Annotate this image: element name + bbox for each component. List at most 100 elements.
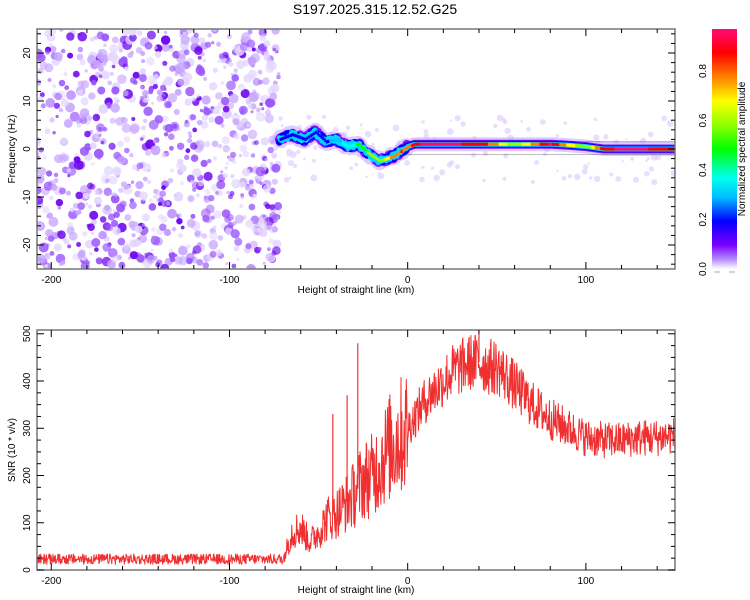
noise-blob [646, 157, 650, 161]
noise-blob [95, 123, 105, 133]
signal-core-cell [343, 142, 346, 146]
colorbar-gradient [712, 29, 737, 269]
signal-core-cell [489, 142, 492, 146]
signal-core-cell [468, 142, 471, 146]
noise-blob [272, 246, 281, 255]
noise-blob [202, 214, 210, 223]
signal-core-cell [625, 147, 628, 151]
noise-blob [228, 93, 239, 104]
noise-blob [621, 159, 624, 163]
y-tick-label: 200 [22, 467, 33, 484]
noise-blob [256, 107, 261, 113]
noise-blob [79, 146, 89, 156]
signal-core-cell [475, 142, 478, 146]
noise-blob [184, 119, 189, 124]
noise-blob [288, 176, 292, 179]
noise-blob [79, 59, 86, 66]
noise-blob [124, 66, 129, 71]
snr-y-label: SNR (10 * v/v) [7, 418, 18, 482]
spectrogram-x-ticks: -200 -100 0 100 [41, 29, 658, 286]
y-tick-label: 10 [22, 95, 33, 107]
noise-blob [174, 88, 182, 96]
signal-core-cell [552, 142, 555, 146]
signal-core-cell [568, 143, 571, 147]
noise-blob [184, 154, 190, 161]
noise-blob [98, 104, 108, 114]
noise-blob [230, 229, 240, 239]
noise-blob [470, 152, 476, 158]
signal-core-cell [605, 147, 608, 151]
noise-blob [216, 59, 221, 64]
y-tick-label: 400 [22, 372, 33, 389]
noise-blob [130, 180, 135, 184]
noise-blob [67, 222, 73, 228]
noise-blob [168, 251, 176, 259]
noise-blob [129, 201, 137, 210]
noise-blob [177, 212, 183, 218]
noise-blob [60, 137, 68, 145]
noise-blob [117, 237, 126, 246]
noise-blob [224, 166, 228, 170]
noise-blob [179, 164, 187, 172]
noise-blob [122, 90, 129, 97]
noise-blob [163, 30, 168, 35]
noise-blob [163, 228, 172, 237]
signal-core-cell [420, 142, 423, 146]
signal-core-cell [511, 142, 514, 146]
signal-core-cell [584, 144, 587, 149]
noise-blob [234, 214, 244, 224]
y-tick-label: 100 [22, 514, 33, 531]
noise-blob [62, 154, 70, 162]
signal-core-cell [496, 142, 499, 146]
noise-blob [67, 244, 72, 249]
noise-blob [450, 119, 453, 122]
noise-blob [213, 225, 217, 229]
noise-blob [239, 144, 248, 153]
noise-blob [230, 174, 235, 179]
noise-blob [194, 46, 203, 55]
noise-blob [226, 80, 236, 91]
signal-core-cell [557, 143, 560, 147]
noise-blob [114, 193, 118, 197]
noise-blob [97, 86, 106, 95]
noise-blob [177, 232, 183, 238]
noise-blob [160, 263, 170, 269]
noise-blob [112, 208, 116, 213]
noise-blob [89, 210, 99, 220]
signal-core-cell [623, 147, 626, 151]
noise-blob [217, 143, 223, 149]
signal-core-cell [363, 147, 366, 151]
noise-blob [132, 71, 140, 79]
signal-core-cell [300, 136, 303, 140]
noise-blob [190, 179, 194, 184]
signal-core-cell [505, 142, 508, 146]
noise-blob [296, 149, 301, 155]
noise-blob [53, 52, 63, 61]
noise-blob [201, 233, 208, 239]
noise-blob [248, 203, 256, 211]
noise-blob [262, 214, 266, 219]
noise-blob [214, 115, 224, 125]
noise-blob [190, 142, 198, 150]
noise-blob [454, 164, 460, 170]
noise-blob [245, 185, 250, 191]
noise-blob [248, 104, 252, 109]
signal-core-cell [309, 134, 312, 138]
noise-blob [272, 239, 282, 249]
noise-blob [107, 80, 112, 86]
signal-core-cell [445, 142, 448, 146]
noise-blob [76, 120, 81, 125]
noise-blob [174, 253, 178, 257]
signal-core-cell [299, 135, 302, 139]
signal-core-cell [397, 152, 400, 156]
signal-core-cell [587, 145, 590, 149]
signal-core-cell [409, 144, 412, 148]
noise-blob [371, 142, 375, 146]
signal-core-cell [356, 143, 359, 147]
noise-blob [111, 64, 116, 69]
noise-blob [555, 134, 560, 138]
noise-blob [115, 117, 125, 126]
signal-core-cell [389, 155, 393, 159]
noise-blob [233, 133, 240, 140]
noise-blob [286, 148, 293, 156]
